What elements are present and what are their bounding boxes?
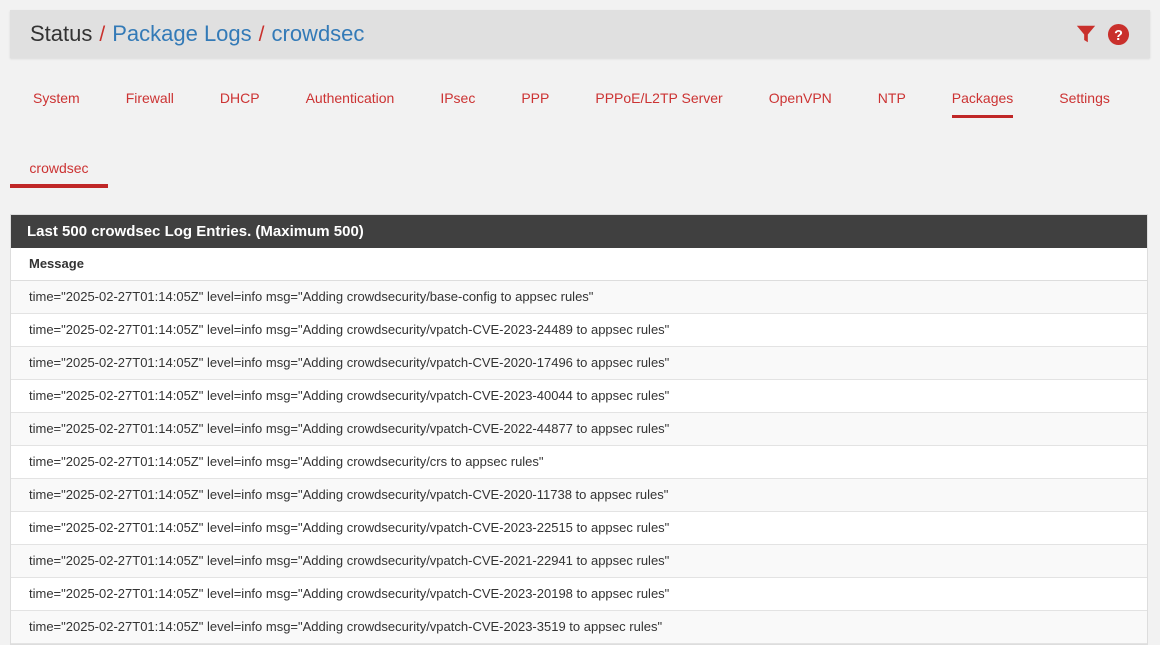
help-icon[interactable]: ? bbox=[1107, 23, 1130, 46]
nav-tab-label: Authentication bbox=[305, 90, 395, 106]
nav-tab-label: OpenVPN bbox=[768, 90, 832, 106]
nav-tab-dhcp[interactable]: DHCP bbox=[220, 80, 260, 118]
sub-nav-tabs: crowdsec bbox=[10, 150, 1150, 190]
table-row[interactable]: time="2025-02-27T01:14:05Z" level=info m… bbox=[11, 412, 1147, 446]
nav-tab-authentication[interactable]: Authentication bbox=[306, 80, 395, 118]
table-row[interactable]: time="2025-02-27T01:14:05Z" level=info m… bbox=[11, 313, 1147, 347]
main-nav-tabs: System Firewall DHCP Authentication IPse… bbox=[10, 80, 1150, 126]
nav-tab-packages[interactable]: Packages bbox=[951, 80, 1014, 118]
table-row[interactable]: time="2025-02-27T01:14:05Z" level=info m… bbox=[11, 577, 1147, 611]
table-row[interactable]: time="2025-02-27T01:14:05Z" level=info m… bbox=[11, 511, 1147, 545]
nav-tab-system[interactable]: System bbox=[33, 80, 80, 118]
table-row[interactable]: time="2025-02-27T01:14:05Z" level=info m… bbox=[11, 478, 1147, 512]
nav-tab-firewall[interactable]: Firewall bbox=[126, 80, 174, 118]
log-message-cell: time="2025-02-27T01:14:05Z" level=info m… bbox=[11, 577, 1147, 611]
log-table-header-row: Message bbox=[11, 248, 1147, 281]
nav-tab-label: IPsec bbox=[440, 90, 476, 106]
breadcrumb: Status / Package Logs / crowdsec bbox=[10, 21, 364, 47]
page-header-bar: Status / Package Logs / crowdsec ? bbox=[10, 10, 1150, 58]
log-message-cell: time="2025-02-27T01:14:05Z" level=info m… bbox=[11, 313, 1147, 347]
nav-tab-ipsec[interactable]: IPsec bbox=[440, 80, 475, 118]
column-header-message: Message bbox=[11, 248, 1147, 281]
table-row[interactable]: time="2025-02-27T01:14:05Z" level=info m… bbox=[11, 379, 1147, 413]
breadcrumb-separator-2: / bbox=[258, 23, 265, 46]
table-row[interactable]: time="2025-02-27T01:14:05Z" level=info m… bbox=[11, 544, 1147, 578]
nav-tab-label: Firewall bbox=[125, 90, 174, 106]
nav-tab-label: PPP bbox=[521, 90, 550, 106]
nav-tab-label: DHCP bbox=[219, 90, 260, 106]
log-panel: Last 500 crowdsec Log Entries. (Maximum … bbox=[10, 214, 1148, 645]
table-row[interactable]: time="2025-02-27T01:14:05Z" level=info m… bbox=[11, 610, 1147, 644]
breadcrumb-separator-1: / bbox=[99, 23, 106, 46]
breadcrumb-root: Status bbox=[30, 21, 93, 46]
nav-tab-settings[interactable]: Settings bbox=[1059, 80, 1110, 118]
sub-tab-crowdsec[interactable]: crowdsec bbox=[10, 150, 108, 188]
log-table-body: time="2025-02-27T01:14:05Z" level=info m… bbox=[11, 280, 1147, 644]
nav-tab-ntp[interactable]: NTP bbox=[878, 80, 906, 118]
log-message-cell: time="2025-02-27T01:14:05Z" level=info m… bbox=[11, 280, 1147, 314]
nav-tab-label: Packages bbox=[951, 90, 1014, 106]
filter-icon[interactable] bbox=[1075, 23, 1097, 45]
nav-tab-ppp[interactable]: PPP bbox=[521, 80, 549, 118]
header-icon-group: ? bbox=[1075, 23, 1150, 46]
nav-tab-openvpn[interactable]: OpenVPN bbox=[769, 80, 832, 118]
nav-tab-label: Settings bbox=[1059, 90, 1110, 106]
table-row[interactable]: time="2025-02-27T01:14:05Z" level=info m… bbox=[11, 445, 1147, 479]
breadcrumb-link-crowdsec[interactable]: crowdsec bbox=[271, 21, 365, 46]
log-panel-title: Last 500 crowdsec Log Entries. (Maximum … bbox=[11, 215, 1147, 248]
sub-tab-label: crowdsec bbox=[29, 160, 89, 176]
nav-tab-label: PPPoE/L2TP Server bbox=[595, 90, 723, 106]
log-table-head: Message bbox=[11, 248, 1147, 281]
log-message-cell: time="2025-02-27T01:14:05Z" level=info m… bbox=[11, 610, 1147, 644]
svg-text:?: ? bbox=[1114, 27, 1123, 43]
nav-tab-label: System bbox=[33, 90, 80, 106]
log-message-cell: time="2025-02-27T01:14:05Z" level=info m… bbox=[11, 511, 1147, 545]
log-message-cell: time="2025-02-27T01:14:05Z" level=info m… bbox=[11, 544, 1147, 578]
log-message-cell: time="2025-02-27T01:14:05Z" level=info m… bbox=[11, 412, 1147, 446]
log-message-cell: time="2025-02-27T01:14:05Z" level=info m… bbox=[11, 379, 1147, 413]
log-message-cell: time="2025-02-27T01:14:05Z" level=info m… bbox=[11, 445, 1147, 479]
nav-tab-pppoe-l2tp-server[interactable]: PPPoE/L2TP Server bbox=[595, 80, 722, 118]
table-row[interactable]: time="2025-02-27T01:14:05Z" level=info m… bbox=[11, 346, 1147, 380]
breadcrumb-link-package-logs[interactable]: Package Logs bbox=[112, 21, 252, 46]
table-row[interactable]: time="2025-02-27T01:14:05Z" level=info m… bbox=[11, 280, 1147, 314]
log-table: Message time="2025-02-27T01:14:05Z" leve… bbox=[11, 248, 1147, 644]
log-message-cell: time="2025-02-27T01:14:05Z" level=info m… bbox=[11, 478, 1147, 512]
nav-tab-label: NTP bbox=[877, 90, 906, 106]
log-message-cell: time="2025-02-27T01:14:05Z" level=info m… bbox=[11, 346, 1147, 380]
